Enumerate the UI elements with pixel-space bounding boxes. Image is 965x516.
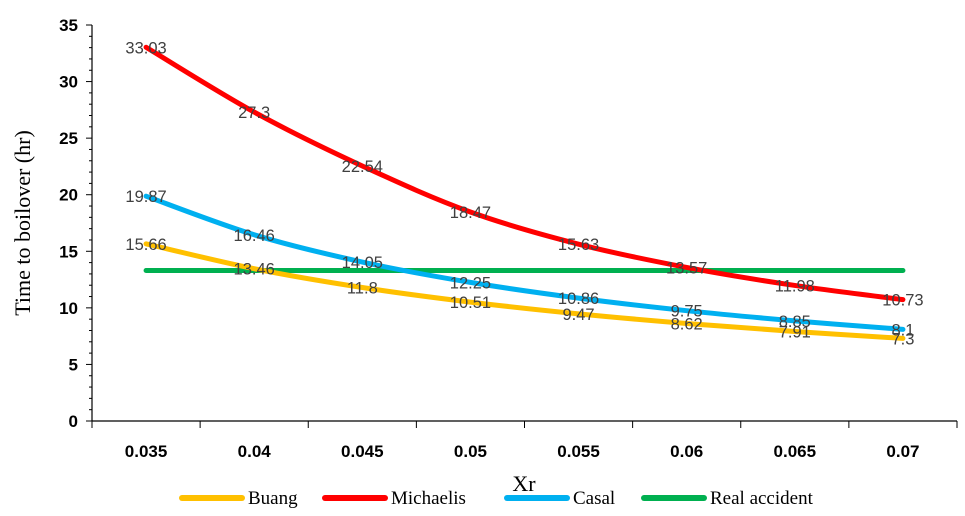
x-ticks: 0.035 0.04 0.045 0.05 0.055 0.06 0.065 0.07: [91, 421, 958, 461]
data-label-michaelis: 10.73: [882, 292, 923, 310]
y-tick-label: 20: [59, 186, 78, 205]
data-label-buang: 7.91: [779, 324, 811, 342]
legend-label-michaelis: Michaelis: [391, 488, 466, 509]
data-label-casal: 9.75: [671, 303, 703, 321]
legend: Buang Michaelis Casal Real accident: [179, 488, 814, 509]
data-label-casal: 19.87: [125, 188, 166, 206]
y-tick-label: 0: [69, 412, 78, 431]
data-label-casal: 14.05: [342, 254, 383, 272]
data-label-buang: 11.8: [347, 279, 378, 297]
data-label-michaelis: 33.03: [125, 39, 166, 57]
y-tick-label: 15: [59, 242, 78, 261]
x-tick-label: 0.07: [886, 442, 919, 461]
data-label-buang: 10.51: [450, 294, 491, 312]
data-label-casal: 12.25: [450, 274, 491, 292]
data-label-casal: 16.46: [234, 227, 275, 245]
data-label-michaelis: 13.57: [666, 259, 707, 277]
data-label-michaelis: 18.47: [450, 204, 491, 222]
data-label-michaelis: 11.98: [775, 277, 815, 295]
data-label-buang: 7.3: [891, 330, 914, 348]
x-tick-label: 0.035: [125, 442, 168, 461]
data-label-casal: 10.86: [558, 290, 599, 308]
data-label-buang: 15.66: [125, 236, 166, 254]
data-label-michaelis: 22.54: [342, 158, 383, 176]
legend-label-real-accident: Real accident: [710, 488, 814, 509]
series-line-michaelis: [143, 44, 906, 303]
data-label-michaelis: 15.63: [558, 236, 599, 254]
y-tick-label: 25: [59, 129, 78, 148]
y-ticks: 0 5 10 15 20 25 30 35: [59, 16, 92, 431]
data-label-buang: 8.62: [671, 315, 703, 333]
data-label-buang: 13.46: [234, 261, 275, 279]
series-line-buang: [143, 241, 906, 341]
y-tick-label: 30: [59, 73, 78, 92]
x-axis-title: Xr: [512, 471, 536, 496]
legend-label-buang: Buang: [248, 488, 298, 509]
data-label-buang: 9.47: [563, 306, 595, 324]
series-line-casal: [143, 193, 906, 332]
legend-label-casal: Casal: [573, 488, 615, 509]
y-axis-title: Time to boilover (hr): [10, 130, 35, 316]
x-tick-label: 0.06: [670, 442, 703, 461]
x-tick-label: 0.05: [454, 442, 487, 461]
x-tick-label: 0.065: [774, 442, 817, 461]
data-label-casal: 8.85: [779, 313, 811, 331]
x-tick-label: 0.045: [341, 442, 384, 461]
data-label-michaelis: 27.3: [238, 104, 270, 122]
data-label-casal: 8.1: [891, 321, 914, 339]
x-tick-label: 0.055: [557, 442, 600, 461]
y-tick-label: 10: [59, 299, 78, 318]
y-tick-label: 35: [59, 16, 78, 35]
x-tick-label: 0.04: [238, 442, 272, 461]
plot-lines: [143, 44, 906, 341]
data-labels: 15.66 13.46 11.8 10.51 9.47 8.62 7.91 7.3 33.03 2…: [125, 39, 923, 348]
y-tick-label: 5: [69, 355, 78, 374]
